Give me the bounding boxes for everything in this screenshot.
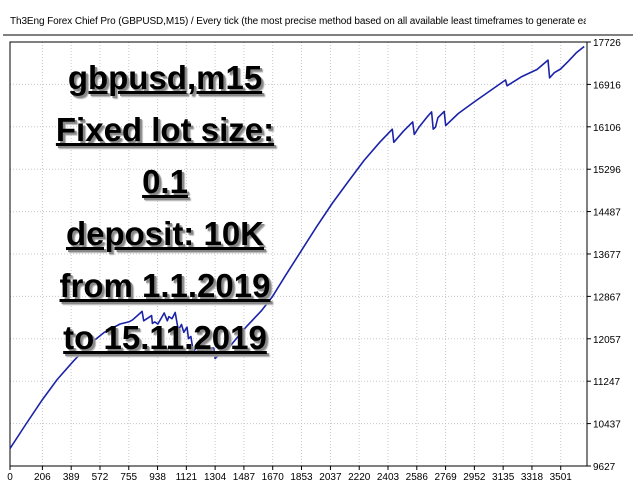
x-tick-label: 1121 [176, 472, 198, 483]
x-tick-label: 206 [34, 472, 51, 483]
y-axis: 17726 16916 16106 15296 14487 13677 12867 12057… [587, 38, 621, 473]
x-tick-label: 2769 [434, 472, 457, 483]
x-tick-label: 389 [63, 472, 80, 483]
annotation-line: Fixed lot size: 0.1 [55, 111, 275, 200]
y-tick-label: 12057 [593, 335, 621, 346]
y-tick-label: 12867 [593, 292, 621, 303]
x-tick-label: 755 [120, 472, 137, 483]
annotation-line: to 15.11.2019 [63, 319, 267, 356]
x-tick-label: 2220 [348, 472, 371, 483]
y-tick-label: 9627 [593, 462, 616, 473]
x-tick-label: 2403 [377, 472, 400, 483]
x-tick-label: 2586 [406, 472, 429, 483]
x-tick-label: 938 [149, 472, 166, 483]
series-layer [9, 45, 585, 450]
y-tick-label: 10437 [593, 420, 621, 431]
x-tick-label: 2037 [319, 472, 342, 483]
annotation-line: gbpusd,m15 [67, 59, 263, 96]
x-tick-label: 3135 [492, 472, 515, 483]
x-tick-label: 3318 [521, 472, 544, 483]
x-tick-label: 1670 [262, 472, 285, 483]
chart-title: Th3Eng Forex Chief Pro (GBPUSD,M15) / Ev… [10, 16, 586, 27]
x-tick-label: 1853 [290, 472, 313, 483]
x-tick-label: 3501 [550, 472, 573, 483]
x-axis: 0 206 389 572 755 938 1121 1304 1487 1670 1853 2037… [7, 466, 572, 483]
annotation-line: deposit: 10K [65, 215, 265, 252]
y-tick-label: 16106 [593, 123, 621, 134]
y-tick-label: 14487 [593, 208, 621, 219]
y-tick-label: 17726 [593, 38, 621, 49]
y-tick-label: 15296 [593, 165, 621, 176]
balance-line [9, 45, 585, 450]
y-tick-label: 13677 [593, 250, 621, 261]
annotation-box: gbpusd,m15 Fixed lot size: 0.1 deposit: … [30, 52, 300, 364]
x-tick-label: 572 [92, 472, 109, 483]
x-tick-label: 2952 [463, 472, 486, 483]
x-tick-label: 1487 [233, 472, 256, 483]
x-tick-label: 1304 [204, 472, 227, 483]
annotation-line: from 1.1.2019 [59, 267, 271, 304]
y-tick-label: 16916 [593, 80, 621, 91]
y-tick-label: 11247 [593, 377, 621, 388]
x-tick-label: 0 [7, 472, 13, 483]
